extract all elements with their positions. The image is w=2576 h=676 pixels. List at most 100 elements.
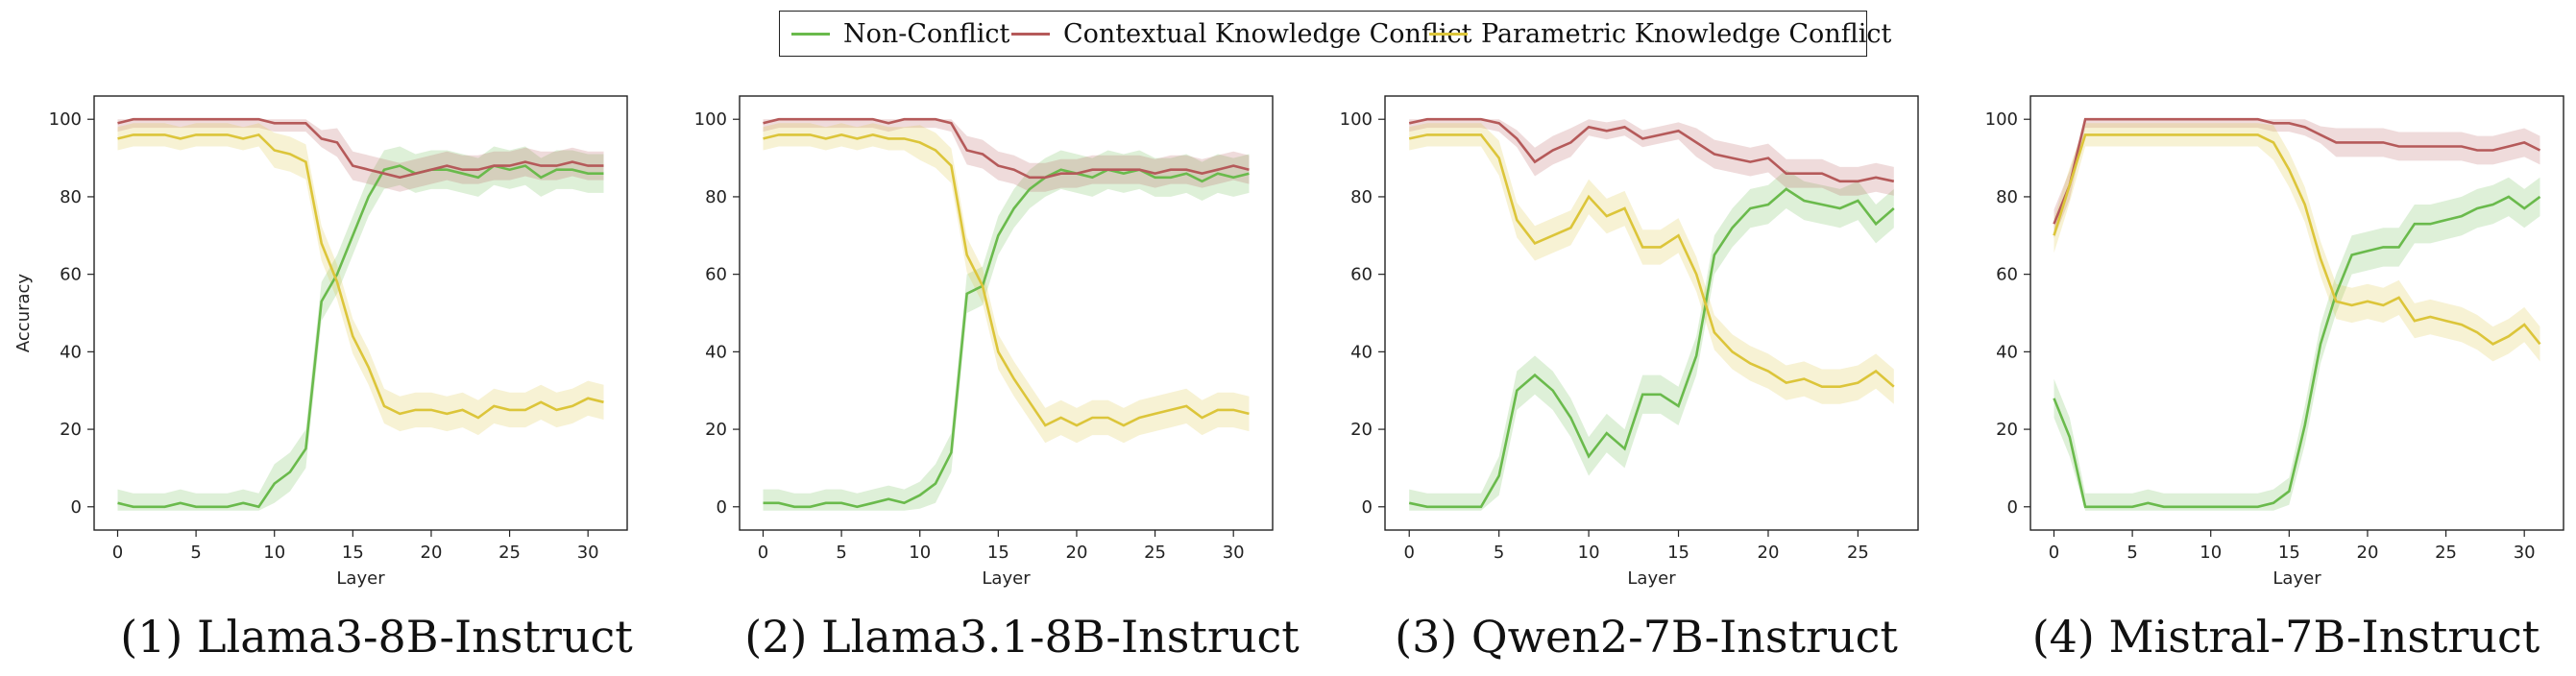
chart-4-band-1 bbox=[2054, 119, 2540, 239]
chart-3-svg: 0 5 10 15 20 25 0 20 40 60 80 100 Layer bbox=[1340, 95, 1919, 589]
chart-4-line-parametric-knowledge-conflict bbox=[2053, 133, 2541, 346]
chart-panel-2: 0 5 10 15 20 25 30 0 20 40 60 80 100 Layer bbox=[645, 92, 1274, 589]
chart-1-band-0 bbox=[117, 146, 604, 511]
chart-1-xtick-label: 10 bbox=[263, 543, 285, 563]
chart-2-xlabel: Layer bbox=[982, 568, 1031, 589]
chart-4-xtick-label: 25 bbox=[2435, 543, 2457, 563]
chart-3-title: (3) Qwen2-7B-Instruct bbox=[1395, 611, 1898, 663]
chart-4-ytick-label: 80 bbox=[1996, 187, 2018, 207]
chart-4-band-0 bbox=[2054, 177, 2540, 511]
chart-3-xtick-label: 25 bbox=[1847, 543, 1869, 563]
legend-label-parametric: Parametric Knowledge Conflict bbox=[1481, 19, 1892, 49]
chart-1-xtick-label: 5 bbox=[190, 543, 201, 563]
chart-1-xtick-label: 25 bbox=[498, 543, 521, 563]
chart-2-svg: 0 5 10 15 20 25 30 0 20 40 60 80 100 Layer bbox=[694, 95, 1274, 589]
chart-panel-1: 0 5 10 15 20 25 30 0 20 40 60 80 100 Layer Accuracy bbox=[0, 92, 628, 589]
chart-panel-3: 0 5 10 15 20 25 0 20 40 60 80 100 Layer bbox=[1291, 92, 1919, 589]
chart-3-xtick-label: 15 bbox=[1667, 543, 1689, 563]
legend-swatch-non-conflict bbox=[791, 33, 830, 36]
chart-legend: Non-Conflict Contextual Knowledge Confli… bbox=[779, 11, 1891, 57]
legend-label-non-conflict: Non-Conflict bbox=[843, 19, 1010, 49]
chart-2-ytick-label: 100 bbox=[694, 109, 727, 130]
chart-1-ytick-label: 20 bbox=[60, 420, 82, 440]
chart-2-frame bbox=[739, 95, 1274, 531]
chart-4-ytick-label: 60 bbox=[1996, 265, 2018, 285]
chart-2-xtick-label: 15 bbox=[987, 543, 1009, 563]
chart-4-svg: 0 5 10 15 20 25 30 0 20 40 60 80 100 Layer bbox=[1985, 95, 2564, 589]
chart-4-title: (4) Mistral-7B-Instruct bbox=[2031, 611, 2540, 663]
chart-2-xtick-label: 30 bbox=[1223, 543, 1245, 563]
chart-4-xtick-label: 10 bbox=[2199, 543, 2222, 563]
chart-1-line-contextual-knowledge-conflict bbox=[117, 117, 604, 180]
chart-1-ytick-label: 100 bbox=[49, 109, 82, 130]
chart-1-xtick-label: 0 bbox=[112, 543, 123, 563]
chart-2-line-non-conflict bbox=[763, 168, 1250, 509]
chart-2-title: (2) Llama3.1-8B-Instruct bbox=[744, 611, 1300, 663]
chart-4-frame bbox=[2029, 95, 2564, 531]
chart-1-svg: 0 5 10 15 20 25 30 0 20 40 60 80 100 Layer Accuracy bbox=[13, 95, 628, 589]
legend-swatch-parametric bbox=[1429, 33, 1468, 36]
chart-3-frame bbox=[1384, 95, 1919, 531]
chart-3-band-0 bbox=[1409, 169, 1894, 511]
chart-4-band-2 bbox=[2054, 123, 2540, 362]
chart-3-band-1 bbox=[1409, 119, 1894, 196]
chart-4-ytick-label: 0 bbox=[2007, 497, 2018, 518]
chart-4-xtick-label: 0 bbox=[2049, 543, 2059, 563]
chart-3-xtick-label: 20 bbox=[1758, 543, 1780, 563]
chart-4-xtick-label: 30 bbox=[2514, 543, 2536, 563]
chart-2-ytick-label: 40 bbox=[705, 342, 727, 362]
chart-1-line-parametric-knowledge-conflict bbox=[117, 133, 604, 420]
chart-4-ytick-label: 40 bbox=[1996, 342, 2018, 362]
chart-1-band-2 bbox=[117, 123, 604, 436]
chart-3-ytick-label: 60 bbox=[1350, 265, 1373, 285]
chart-4-ytick-label: 20 bbox=[1996, 420, 2018, 440]
chart-4-xtick-label: 15 bbox=[2278, 543, 2300, 563]
chart-2-ytick-label: 0 bbox=[717, 497, 727, 518]
chart-3-line-contextual-knowledge-conflict bbox=[1408, 117, 1895, 183]
chart-1-ytick-label: 80 bbox=[60, 187, 82, 207]
chart-1-xtick-label: 30 bbox=[577, 543, 599, 563]
chart-2-ytick-label: 20 bbox=[705, 420, 727, 440]
chart-1-title: (1) Llama3-8B-Instruct bbox=[120, 611, 633, 663]
chart-3-ytick-label: 20 bbox=[1350, 420, 1373, 440]
chart-4-xlabel: Layer bbox=[2272, 568, 2321, 589]
chart-1-xtick-label: 15 bbox=[342, 543, 364, 563]
chart-1-xtick-label: 20 bbox=[421, 543, 443, 563]
chart-3-ytick-label: 80 bbox=[1350, 187, 1373, 207]
chart-4-xtick-label: 5 bbox=[2126, 543, 2137, 563]
chart-2-line-parametric-knowledge-conflict bbox=[763, 133, 1250, 427]
chart-4-line-contextual-knowledge-conflict bbox=[2053, 117, 2541, 225]
chart-3-xlabel: Layer bbox=[1627, 568, 1676, 589]
chart-3-ytick-label: 40 bbox=[1350, 342, 1373, 362]
chart-1-ytick-label: 0 bbox=[71, 497, 82, 518]
chart-1-ylabel: Accuracy bbox=[13, 274, 34, 353]
chart-1-frame bbox=[93, 95, 628, 531]
chart-2-ytick-label: 80 bbox=[705, 187, 727, 207]
chart-1-ytick-label: 60 bbox=[60, 265, 82, 285]
chart-1-ytick-label: 40 bbox=[60, 342, 82, 362]
chart-2-xtick-label: 10 bbox=[909, 543, 931, 563]
chart-1-line-non-conflict bbox=[117, 164, 604, 509]
chart-2-band-2 bbox=[763, 123, 1250, 444]
legend-label-contextual: Contextual Knowledge Conflict bbox=[1063, 19, 1472, 49]
chart-4-line-non-conflict bbox=[2053, 195, 2541, 509]
chart-3-band-2 bbox=[1409, 123, 1894, 404]
chart-3-xtick-label: 5 bbox=[1494, 543, 1504, 563]
chart-2-line-contextual-knowledge-conflict bbox=[763, 117, 1250, 180]
chart-panel-4: 0 5 10 15 20 25 30 0 20 40 60 80 100 Layer bbox=[1936, 92, 2564, 589]
chart-3-ytick-label: 0 bbox=[1362, 497, 1373, 518]
chart-2-xtick-label: 25 bbox=[1144, 543, 1166, 563]
chart-3-line-non-conflict bbox=[1408, 187, 1895, 509]
chart-2-xtick-label: 0 bbox=[758, 543, 768, 563]
chart-2-band-0 bbox=[763, 150, 1250, 511]
chart-3-ytick-label: 100 bbox=[1340, 109, 1373, 130]
chart-3-line-parametric-knowledge-conflict bbox=[1408, 133, 1895, 388]
chart-3-xtick-label: 0 bbox=[1404, 543, 1415, 563]
chart-4-ytick-label: 100 bbox=[1985, 109, 2018, 130]
chart-2-ytick-label: 60 bbox=[705, 265, 727, 285]
chart-4-xtick-label: 20 bbox=[2357, 543, 2379, 563]
chart-3-xtick-label: 10 bbox=[1578, 543, 1600, 563]
chart-2-xtick-label: 5 bbox=[836, 543, 846, 563]
chart-1-xlabel: Layer bbox=[336, 568, 385, 589]
chart-2-xtick-label: 20 bbox=[1066, 543, 1088, 563]
